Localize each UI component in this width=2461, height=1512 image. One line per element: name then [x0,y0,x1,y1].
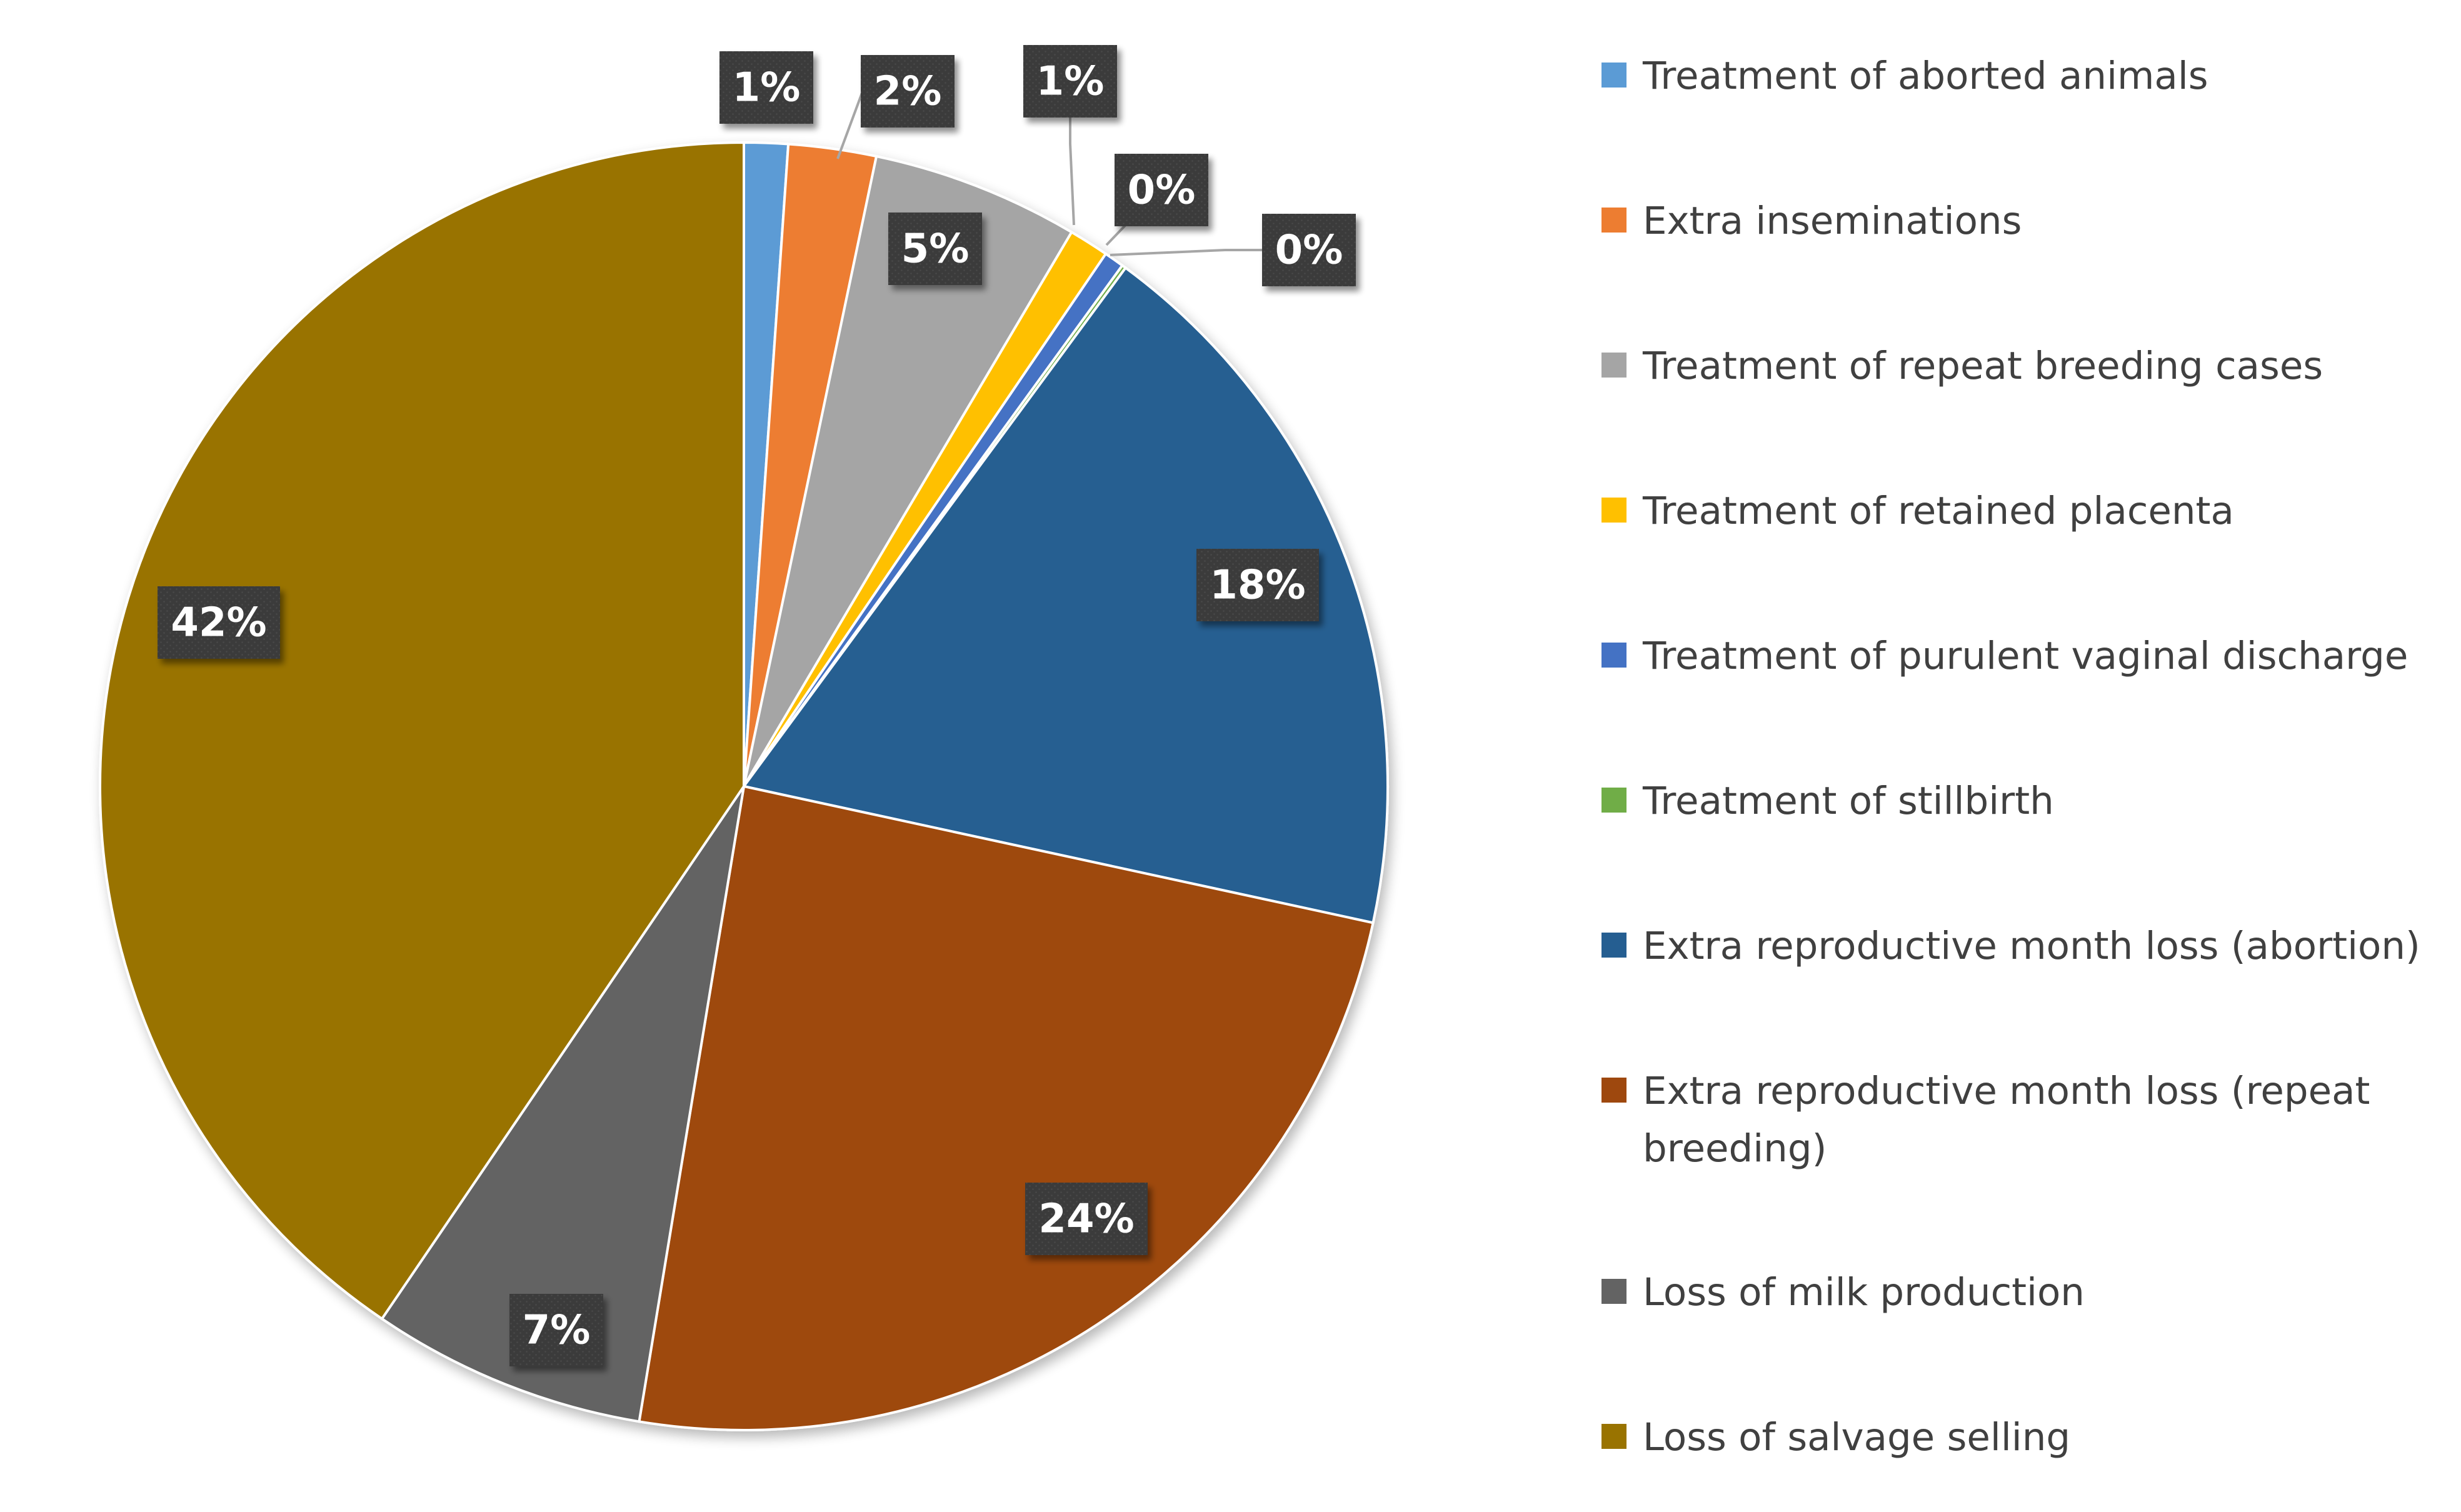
pie-slice-10 [99,141,745,1321]
data-label-5: 0% [1115,154,1208,226]
data-label-8: 24% [1025,1183,1148,1255]
legend-swatch [1601,353,1626,378]
legend-item-4: Treatment of retained placenta [1601,483,2443,540]
data-label-box [1115,154,1208,226]
legend-swatch [1601,1279,1626,1304]
legend-item-10: Loss of salvage selling [1601,1409,2443,1466]
legend: Treatment of aborted animals Extra insemi… [1601,0,2461,1512]
data-labels: 1% 2% 5% 1% 0% 0% 18% 24% 7% 42% [158,45,1356,1366]
data-label-text: 0% [1275,228,1343,274]
pie-slice-7 [741,266,1389,924]
legend-label: Loss of salvage selling [1643,1415,2071,1459]
data-label-text: 18% [1210,563,1305,609]
data-label-box [861,55,955,128]
legend-label: Extra reproductive month loss (repeat br… [1643,1069,2370,1171]
data-label-box [1262,214,1356,286]
data-label-box [1023,45,1117,118]
legend-label: Loss of milk production [1643,1270,2085,1314]
legend-label: Treatment of stillbirth [1643,779,2054,823]
data-label-box [158,586,280,659]
legend-swatch [1601,498,1626,523]
data-label-box [509,1294,603,1366]
data-label-9: 7% [509,1294,603,1366]
pie-slices [99,141,1389,1431]
legend-item-8: Extra reproductive month loss (repeat br… [1601,1063,2443,1178]
data-label-7: 18% [1196,549,1319,621]
data-label-box [1196,549,1319,621]
data-label-6: 0% [1262,214,1356,286]
legend-swatch [1601,63,1626,88]
legend-label: Treatment of retained placenta [1643,489,2234,533]
legend-item-5: Treatment of purulent vaginal discharge [1601,628,2443,685]
data-label-text: 42% [171,600,266,646]
data-label-text: 2% [874,69,942,115]
legend-swatch [1601,933,1626,958]
pie-slice-9 [380,785,745,1423]
data-label-text: 5% [901,226,970,273]
legend-label: Extra reproductive month loss (abortion) [1643,924,2420,968]
legend-label: Treatment of aborted animals [1643,54,2208,98]
legend-swatch [1601,208,1626,233]
data-label-text: 0% [1128,168,1196,214]
legend-swatch [1601,1424,1626,1449]
pie-slice-3 [743,154,1074,788]
legend-label: Extra inseminations [1643,199,2022,243]
legend-item-6: Treatment of stillbirth [1601,773,2443,830]
data-label-text: 24% [1038,1196,1134,1243]
data-label-box [1025,1183,1148,1255]
data-label-1: 1% [719,51,813,124]
data-label-10: 42% [158,586,280,659]
data-label-text: 7% [523,1308,591,1354]
data-label-box [888,213,982,285]
legend-item-7: Extra reproductive month loss (abortion) [1601,918,2443,975]
data-label-4: 1% [1023,45,1117,118]
legend-item-2: Extra inseminations [1601,193,2443,250]
legend-item-9: Loss of milk production [1601,1264,2443,1321]
legend-swatch [1601,643,1626,668]
legend-swatch [1601,1078,1626,1103]
data-label-text: 1% [733,65,801,111]
data-label-box [719,51,813,124]
legend-item-1: Treatment of aborted animals [1601,48,2443,105]
leader-line-4 [1069,105,1075,226]
legend-label: Treatment of repeat breeding cases [1643,344,2323,388]
leader-line-6 [1110,249,1263,256]
data-label-text: 1% [1036,59,1105,105]
pie-slice-8 [638,784,1375,1431]
legend-swatch [1601,788,1626,813]
legend-item-3: Treatment of repeat breeding cases [1601,338,2443,395]
data-label-2: 2% [861,55,955,128]
data-label-3: 5% [888,213,982,285]
legend-label: Treatment of purulent vaginal discharge [1643,634,2408,678]
